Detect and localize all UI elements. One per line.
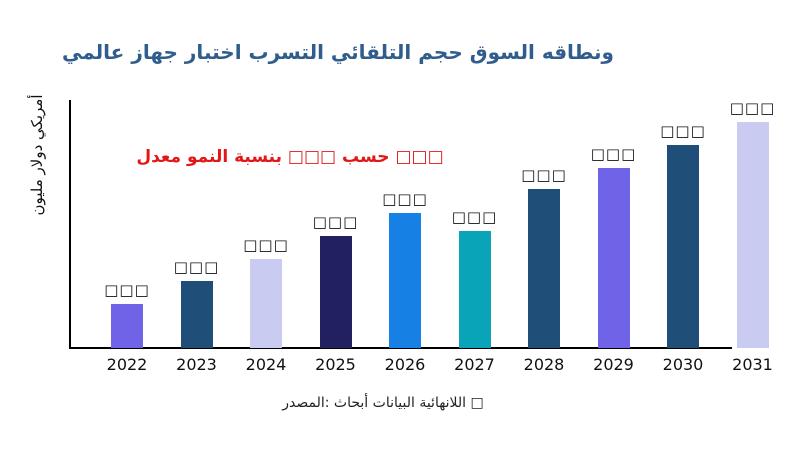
bar-value-label-2024: □□□ — [243, 236, 289, 254]
x-tick-label-2025: 2025 — [315, 355, 356, 374]
source-note: المصدر:‎ أبحاث‎ البيانات‎ اللانهائية‎ □‎ — [282, 395, 484, 411]
x-tick-label-2031: 2031 — [732, 355, 773, 374]
x-axis-line — [69, 347, 732, 349]
bar-2025 — [319, 236, 352, 348]
bar-value-label-2025: □□□ — [312, 213, 359, 231]
x-tick-label-2027: 2027 — [454, 355, 495, 374]
x-tick-label-2022: 2022 — [106, 355, 148, 374]
bar-value-label-2028: □□□ — [521, 166, 567, 184]
bar-2027 — [458, 231, 491, 348]
bar-2029 — [597, 168, 630, 348]
bar-2031 — [736, 122, 769, 348]
x-tick-label-2028: 2028 — [523, 355, 565, 374]
bar-value-label-2031: □□□ — [729, 99, 776, 117]
x-tick-label-2030: 2030 — [662, 355, 704, 374]
bar-value-label-2022: □□□ — [104, 281, 150, 299]
x-tick-label-2029: 2029 — [593, 355, 634, 374]
bar-2023 — [180, 281, 213, 348]
x-tick-label-2023: 2023 — [176, 355, 217, 374]
bar-value-label-2026: □□□ — [382, 190, 428, 208]
bar-value-label-2023: □□□ — [173, 258, 220, 276]
bar-value-label-2030: □□□ — [660, 122, 706, 140]
bar-value-label-2027: □□□ — [451, 208, 498, 226]
bar-2026 — [389, 213, 421, 348]
bar-value-label-2029: □□□ — [590, 145, 637, 163]
growth-rate-annotation: معدل‎ النمو‎ بنسبة‎ □□□‎ حسب‎ □□□‎ — [136, 147, 444, 167]
bar-2028 — [528, 189, 560, 348]
y-axis-label: مليون‎ دولار‎ أمريكي‎ — [28, 94, 46, 216]
x-tick-label-2026: 2026 — [384, 355, 426, 374]
bar-2022 — [111, 304, 143, 348]
x-tick-label-2024: 2024 — [245, 355, 287, 374]
y-axis-line — [69, 100, 71, 349]
bar-2024 — [250, 259, 282, 348]
bar-2030 — [667, 145, 699, 348]
chart-title: عالمي‎ جهاز‎ اختبار‎ التسرب‎ التلقائي‎ ح… — [62, 40, 614, 64]
